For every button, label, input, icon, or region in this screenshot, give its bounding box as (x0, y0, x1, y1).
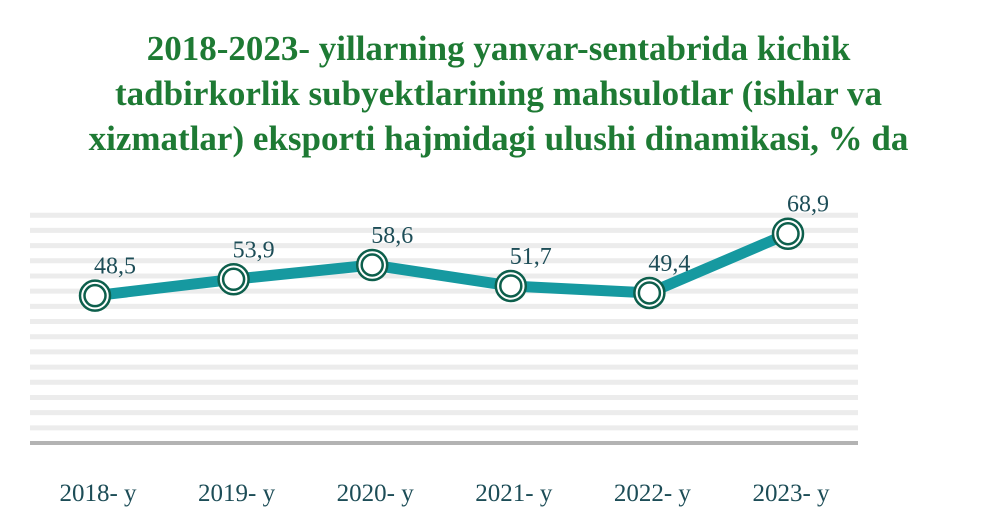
data-point-2021 (494, 269, 528, 303)
chart-title-line-3: xizmatlar) eksporti hajmidagi ulushi din… (88, 119, 909, 158)
data-label: 49,4 (648, 251, 690, 277)
marker-inner-ring (776, 221, 800, 246)
data-label: 68,9 (787, 192, 829, 218)
x-tick-labels: 2018- y 2019- y 2020- y 2021- y 2022- y 2023-… (59, 480, 830, 507)
data-point-2022 (633, 276, 666, 310)
data-labels: 48,5 53,9 58,6 51,7 49,4 68,9 (94, 192, 829, 280)
series-line-layer (89, 228, 794, 302)
marker-inner-ring (637, 281, 662, 305)
chart-title-line-2: tadbirkorlik subyektlarining mahsulotlar… (115, 74, 882, 113)
x-tick-label: 2020- y (337, 480, 415, 507)
data-label: 58,6 (371, 223, 413, 249)
data-point-2018 (78, 279, 112, 312)
grid-lines (30, 212, 858, 431)
data-label: 48,5 (94, 254, 136, 280)
chart-title: 2018-2023- yillarning yanvar-sentabrida … (0, 26, 997, 161)
marker-inner-ring (221, 267, 246, 292)
x-tick-label: 2018- y (59, 480, 137, 507)
marker-inner-ring (360, 253, 384, 277)
data-point-2020 (355, 248, 389, 282)
data-point-2019 (217, 263, 250, 296)
x-tick-label: 2022- y (614, 480, 692, 507)
data-label: 51,7 (510, 244, 552, 270)
x-tick-label: 2023- y (752, 480, 830, 507)
x-tick-label: 2021- y (475, 480, 553, 507)
series-line (89, 228, 794, 302)
data-label: 53,9 (233, 237, 275, 263)
marker-inner-ring (499, 274, 523, 298)
marker-inner-ring (83, 283, 107, 308)
data-markers (78, 217, 805, 312)
chart-title-line-1: 2018-2023- yillarning yanvar-sentabrida … (146, 29, 851, 68)
x-tick-label: 2019- y (198, 480, 276, 507)
data-point-2023 (771, 217, 805, 250)
